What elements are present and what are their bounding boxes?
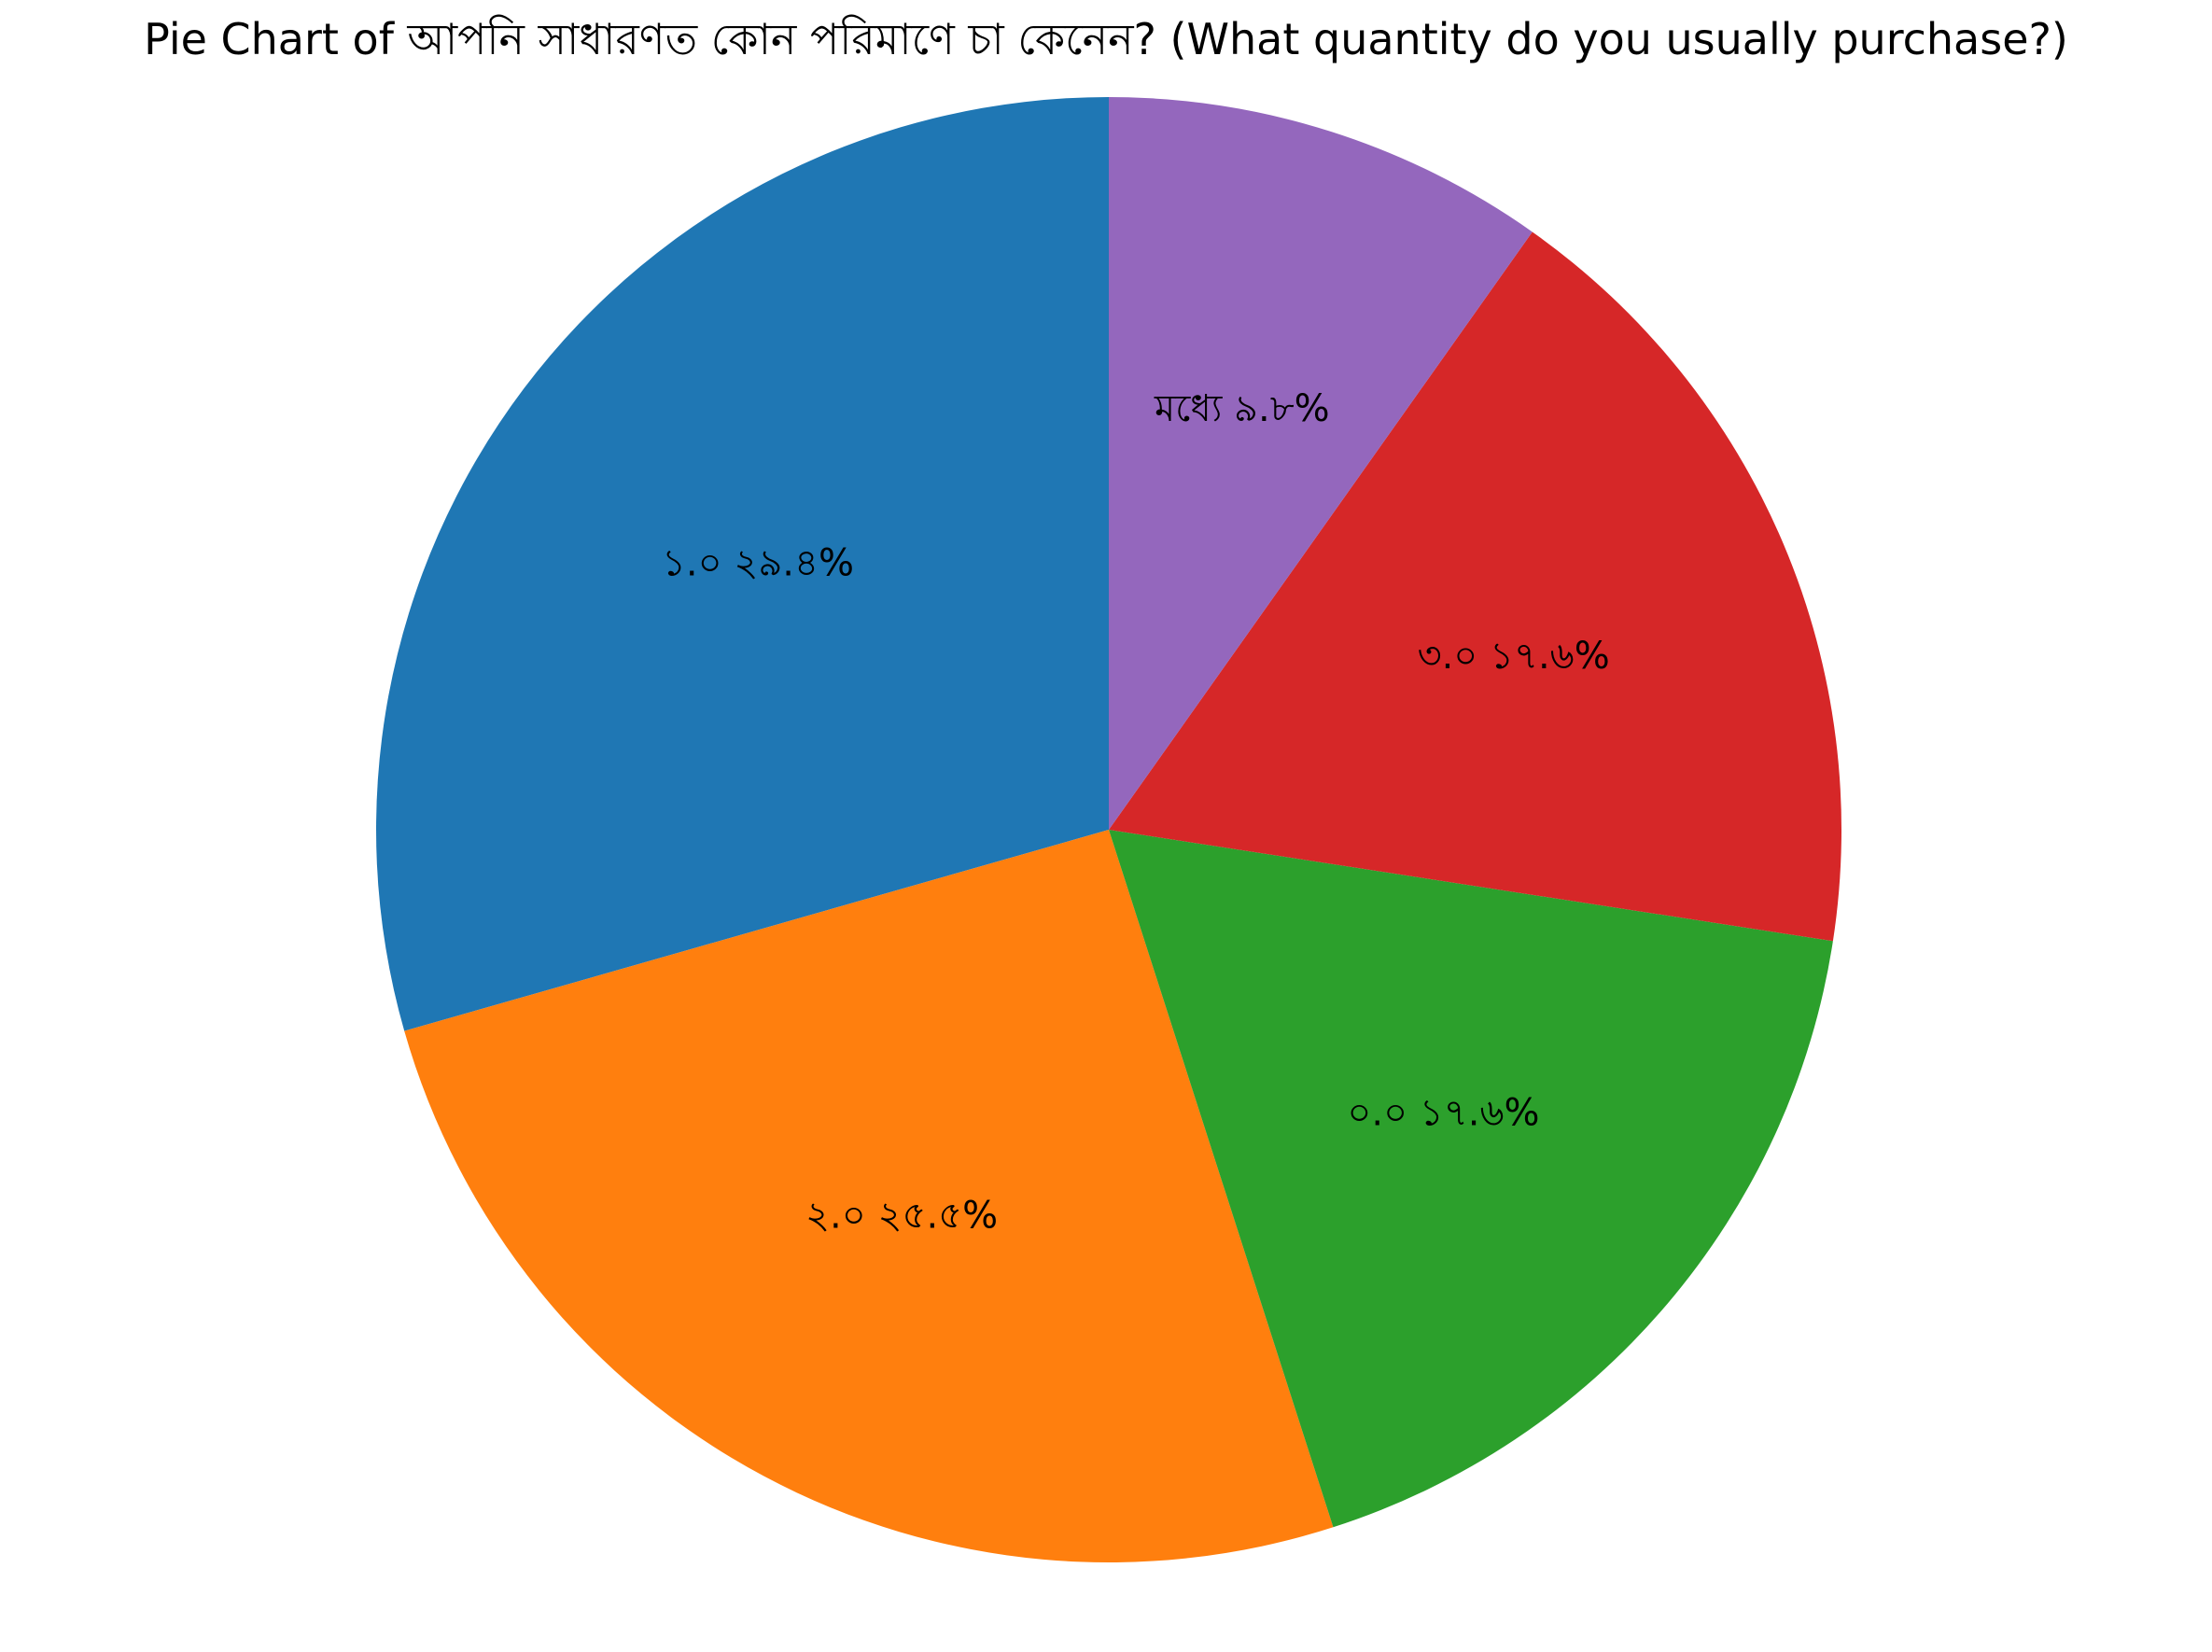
pie-slice-label-1: ২.০ ২৫.৫% [805,1194,998,1237]
pie-labels: ১.০ ২৯.৪% ২.০ ২৫.৫% ০.০ ১৭.৬% ৩.০ ১৭.৬% মধ্য… [662,387,1610,1237]
pie-slice-2 [1109,830,1833,1528]
pie-slice-0 [376,97,1110,1031]
pie-slice-1 [404,830,1334,1562]
pie-slice-label-4: মধ্যে ৯.৮% [1154,387,1330,430]
pie-slice-label-0: ১.০ ২৯.৪% [662,541,854,584]
pie-slice-4 [1109,97,1533,830]
pie-slice-3 [1109,231,1842,942]
pie-slice-label-2: ০.০ ১৭.৬% [1347,1092,1539,1135]
pie-slice-label-3: ৩.০ ১৭.৬% [1418,635,1610,678]
pie-slices [376,97,1842,1562]
chart-title: Pie Chart of আপনি সাধারণত কোন পরিমাণে চা… [144,14,2068,64]
